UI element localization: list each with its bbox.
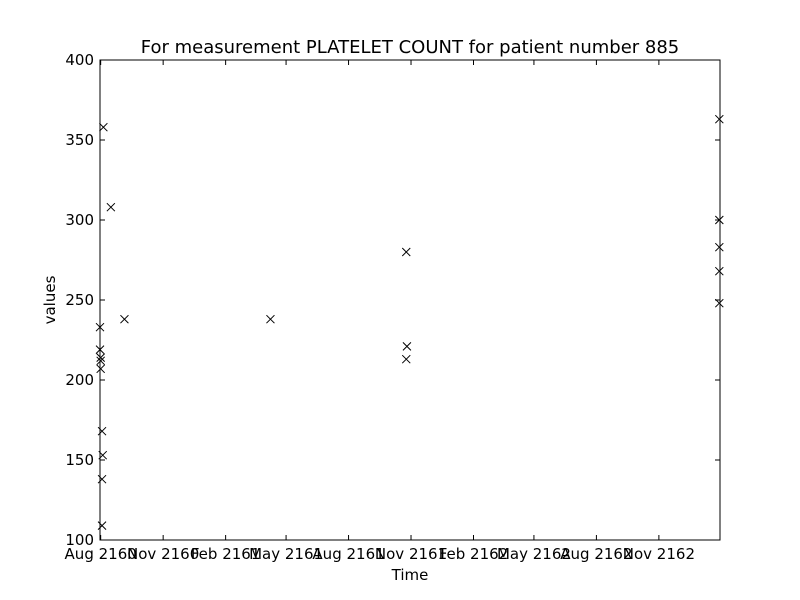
y-tick-label: 200 <box>65 371 94 389</box>
data-point <box>97 474 107 484</box>
data-point <box>120 314 129 324</box>
y-axis-label: values <box>41 275 59 324</box>
y-tick-label: 300 <box>65 211 94 229</box>
data-points <box>95 114 724 530</box>
x-axis-label: Time <box>391 566 429 584</box>
data-point <box>402 342 412 351</box>
x-tick-label: Aug 2161 <box>312 545 384 563</box>
data-point <box>401 354 411 364</box>
data-point <box>714 266 724 276</box>
data-point <box>714 242 724 252</box>
data-point <box>106 202 116 212</box>
x-tick-label: May 2161 <box>249 545 323 563</box>
x-tick-label: Aug 2160 <box>65 545 137 563</box>
chart-title: For measurement PLATELET COUNT for patie… <box>141 37 680 58</box>
plot-frame <box>99 59 721 541</box>
data-point <box>714 298 724 308</box>
y-tick-label: 350 <box>65 131 94 149</box>
data-point <box>266 314 275 324</box>
data-point <box>97 521 107 530</box>
data-point <box>99 122 108 132</box>
data-point <box>97 426 107 436</box>
y-tick-label: 100 <box>65 531 94 549</box>
y-tick-label: 150 <box>65 451 94 469</box>
x-tick-label: Feb 2161 <box>191 545 261 563</box>
data-point <box>401 247 411 257</box>
data-point <box>96 353 106 362</box>
x-tick-label: Nov 2161 <box>375 545 447 563</box>
data-point <box>96 364 106 374</box>
x-tick-label: Nov 2162 <box>623 545 695 563</box>
x-tick-label: Nov 2160 <box>127 545 199 563</box>
x-tick-label: Feb 2162 <box>439 545 509 563</box>
y-tick-label: 250 <box>65 291 94 309</box>
data-point <box>714 215 724 225</box>
x-tick-label: May 2162 <box>497 545 571 563</box>
data-point <box>714 114 724 124</box>
data-point <box>96 356 106 366</box>
y-tick-label: 400 <box>65 51 94 69</box>
x-tick-label: Aug 2162 <box>560 545 632 563</box>
